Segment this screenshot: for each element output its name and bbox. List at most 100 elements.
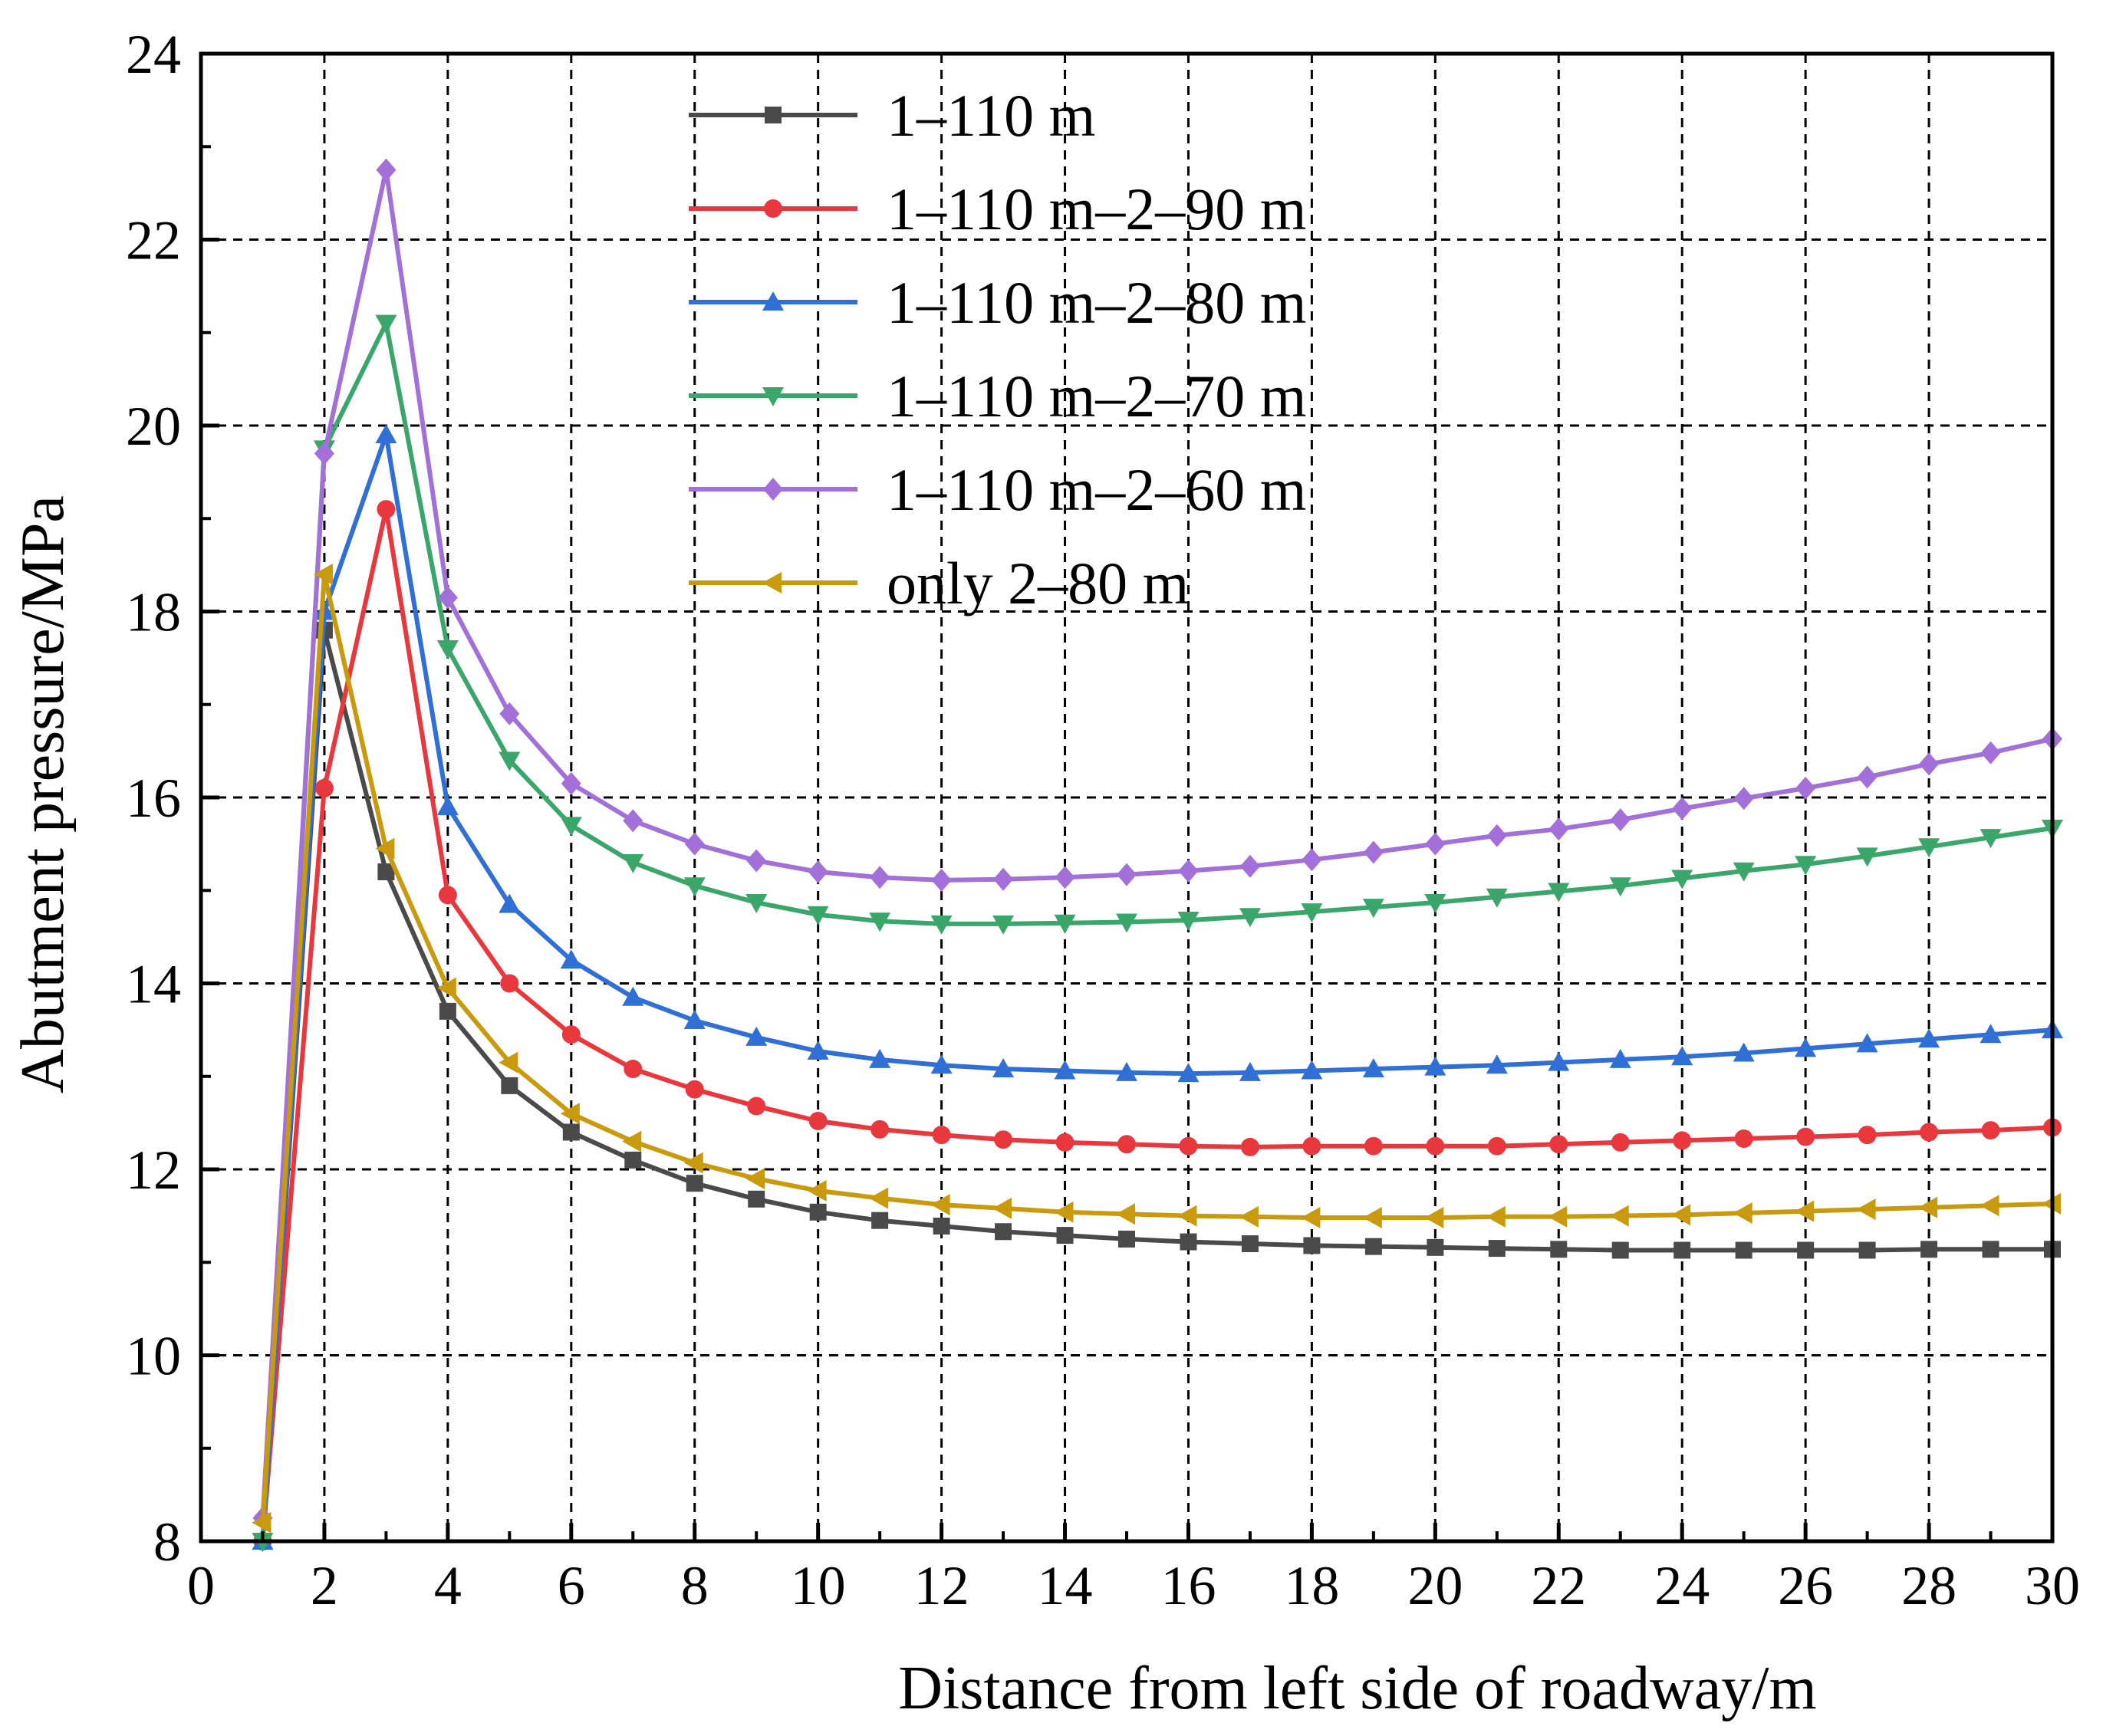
y-tick-label: 12 <box>126 1139 181 1201</box>
data-point: only 2–80 m: (21, 11.49) <box>1486 1205 1506 1228</box>
data-point: 1–110 m: (11, 11.45) <box>871 1212 889 1229</box>
x-tick-label: 28 <box>1901 1555 1957 1616</box>
data-point: only 2–80 m: (9, 11.9) <box>745 1168 765 1190</box>
data-point: 1–110 m: (28, 11.14) <box>1920 1241 1938 1258</box>
data-point: 1–110 m–2–80 m: (10, 13.27) <box>807 1041 829 1060</box>
data-point: 1–110 m–2–90 m: (9, 12.68) <box>747 1097 766 1116</box>
data-point: 1–110 m–2–90 m: (14, 12.29) <box>1055 1133 1075 1152</box>
series-line <box>260 572 2053 1523</box>
data-point: 1–110 m–2–80 m: (22, 13.15) <box>1548 1051 1570 1071</box>
data-point: 1–110 m: (4, 13.7) <box>439 1002 456 1020</box>
data-point: 1–110 m–2–90 m: (7, 13.08) <box>624 1060 643 1079</box>
data-point: 1–110 m–2–60 m: (14, 15.14) <box>1055 866 1075 889</box>
data-point: 1–110 m–2–60 m: (27, 16.22) <box>1857 765 1878 789</box>
data-point: 1–110 m–2–80 m: (21, 13.12) <box>1486 1054 1508 1074</box>
data-point: 1–110 m–2–60 m: (7, 15.75) <box>623 809 643 833</box>
x-axis-title: Distance from left side of roadway/m <box>898 1655 1816 1722</box>
legend-item-4: 1–110 m–2–70 m <box>689 363 1306 429</box>
data-point: 1–110 m–2–80 m: (11, 13.18) <box>869 1048 891 1068</box>
data-point: 1–110 m–2–60 m: (24, 15.88) <box>1672 797 1693 820</box>
series-layer: 1–110 m: (1, 8)1–110 m: (2, 17.8)1–110 m… <box>252 158 2063 1552</box>
data-point: 1–110 m–2–70 m: (23, 15.05) <box>1609 877 1631 897</box>
data-point: 1–110 m–2–90 m: (3, 19.1) <box>377 500 396 519</box>
legend-marker <box>764 199 782 218</box>
data-point: 1–110 m–2–70 m: (28, 15.47) <box>1918 838 1940 858</box>
data-point: 1–110 m–2–60 m: (26, 16.1) <box>1795 776 1816 800</box>
data-point: 1–110 m: (16, 11.22) <box>1180 1233 1197 1251</box>
data-point: 1–110 m: (5, 12.9) <box>501 1077 518 1094</box>
data-point: 1–110 m–2–80 m: (7, 13.85) <box>622 986 644 1006</box>
data-point: 1–110 m–2–90 m: (19, 12.25) <box>1364 1136 1383 1156</box>
data-point: 1–110 m–2–70 m: (19, 14.82) <box>1362 899 1384 919</box>
series-line <box>260 432 2053 1542</box>
series-4: 1–110 m–2–70 m: (1, 8)1–110 m–2–70 m: (2… <box>252 314 2063 1552</box>
data-point: 1–110 m–2–90 m: (25, 12.33) <box>1734 1129 1753 1148</box>
legend-label: 1–110 m–2–70 m <box>887 363 1306 429</box>
y-tick-label: 14 <box>126 954 181 1015</box>
data-point: only 2–80 m: (11, 11.69) <box>869 1187 889 1209</box>
data-point: 1–110 m: (10, 11.54) <box>809 1203 827 1221</box>
data-point: 1–110 m–2–60 m: (10, 15.2) <box>808 860 828 883</box>
legend-item-2: 1–110 m–2–90 m <box>689 176 1306 242</box>
plot-frame <box>199 51 2055 1544</box>
data-point: 1–110 m: (12, 11.39) <box>933 1217 950 1235</box>
data-point: 1–110 m–2–60 m: (16, 15.21) <box>1178 859 1199 883</box>
data-point: 1–110 m–2–60 m: (15, 15.17) <box>1117 863 1137 886</box>
data-point: 1–110 m–2–90 m: (23, 12.29) <box>1611 1133 1630 1152</box>
y-tick-label: 16 <box>126 768 181 829</box>
legend-marker <box>762 291 784 311</box>
data-point: only 2–80 m: (1, 8.2) <box>252 1511 272 1534</box>
data-point: only 2–80 m: (28, 11.59) <box>1918 1196 1938 1218</box>
data-point: 1–110 m–2–90 m: (18, 12.25) <box>1302 1136 1321 1156</box>
series-line <box>260 321 2053 1542</box>
data-point: 1–110 m–2–90 m: (26, 12.35) <box>1796 1127 1815 1146</box>
data-point: 1–110 m–2–90 m: (12, 12.37) <box>932 1126 951 1145</box>
data-point: 1–110 m: (26, 11.13) <box>1797 1241 1815 1259</box>
data-point: 1–110 m: (21, 11.15) <box>1488 1240 1506 1258</box>
legend-marker <box>765 107 782 123</box>
data-point: 1–110 m–2–60 m: (9, 15.32) <box>746 849 767 873</box>
data-point: 1–110 m: (20, 11.16) <box>1427 1238 1444 1256</box>
data-point: 1–110 m: (24, 11.13) <box>1674 1241 1691 1259</box>
data-point: 1–110 m–2–80 m: (18, 13.06) <box>1301 1060 1323 1080</box>
data-point: 1–110 m–2–60 m: (19, 15.41) <box>1363 840 1384 864</box>
data-point: only 2–80 m: (15, 11.52) <box>1116 1203 1135 1225</box>
y-tick-label: 20 <box>126 396 181 457</box>
data-point: 1–110 m–2–90 m: (13, 12.32) <box>994 1130 1013 1149</box>
legend-marker <box>762 387 784 406</box>
data-point: 1–110 m–2–90 m: (8, 12.86) <box>685 1080 704 1099</box>
legend-label: 1–110 m–2–80 m <box>887 269 1306 336</box>
data-point: 1–110 m–2–80 m: (25, 13.25) <box>1733 1042 1755 1062</box>
data-point: 1–110 m–2–90 m: (21, 12.25) <box>1487 1136 1506 1156</box>
data-point: 1–110 m–2–70 m: (20, 14.87) <box>1424 894 1446 914</box>
data-point: 1–110 m–2–70 m: (6, 15.7) <box>560 817 582 837</box>
x-tick-label: 16 <box>1160 1555 1216 1616</box>
legend-label: 1–110 m–2–90 m <box>887 176 1306 242</box>
data-point: 1–110 m–2–70 m: (9, 14.87) <box>745 894 768 914</box>
legend-item-3: 1–110 m–2–80 m <box>689 269 1306 336</box>
x-tick-label: 12 <box>914 1555 969 1616</box>
data-point: 1–110 m: (17, 11.2) <box>1241 1235 1259 1252</box>
data-point: 1–110 m: (22, 11.14) <box>1550 1241 1568 1258</box>
y-tick-label: 18 <box>126 582 181 643</box>
data-point: 1–110 m–2–60 m: (5, 16.9) <box>499 702 520 725</box>
data-point: 1–110 m–2–70 m: (12, 14.64) <box>930 915 953 935</box>
data-point: 1–110 m–2–70 m: (5, 16.4) <box>499 751 521 771</box>
x-tick-label: 30 <box>2025 1555 2080 1616</box>
series-6: only 2–80 m: (1, 8.2) only 2–80 m: (2, 18… <box>252 564 2061 1534</box>
data-point: 1–110 m–2–80 m: (28, 13.4) <box>1918 1028 1940 1048</box>
data-point: only 2–80 m: (29, 11.61) <box>1980 1195 1999 1217</box>
data-point: 1–110 m: (8, 11.85) <box>686 1175 703 1192</box>
data-point: 1–110 m–2–80 m: (24, 13.21) <box>1671 1046 1693 1066</box>
data-point: 1–110 m–2–60 m: (18, 15.33) <box>1302 848 1322 872</box>
y-tick-label: 10 <box>126 1326 181 1387</box>
data-point: 1–110 m–2–70 m: (14, 14.65) <box>1054 914 1076 934</box>
data-point: only 2–80 m: (7, 12.3) <box>622 1130 642 1152</box>
data-point: 1–110 m: (7, 12.1) <box>624 1151 642 1169</box>
data-point: 1–110 m–2–80 m: (16, 13.03) <box>1177 1063 1200 1083</box>
data-point: 1–110 m–2–80 m: (12, 13.12) <box>930 1054 953 1074</box>
legend-label: 1–110 m <box>887 82 1095 149</box>
data-point: only 2–80 m: (26, 11.55) <box>1795 1200 1815 1222</box>
data-point: 1–110 m: (23, 11.13) <box>1611 1241 1629 1259</box>
